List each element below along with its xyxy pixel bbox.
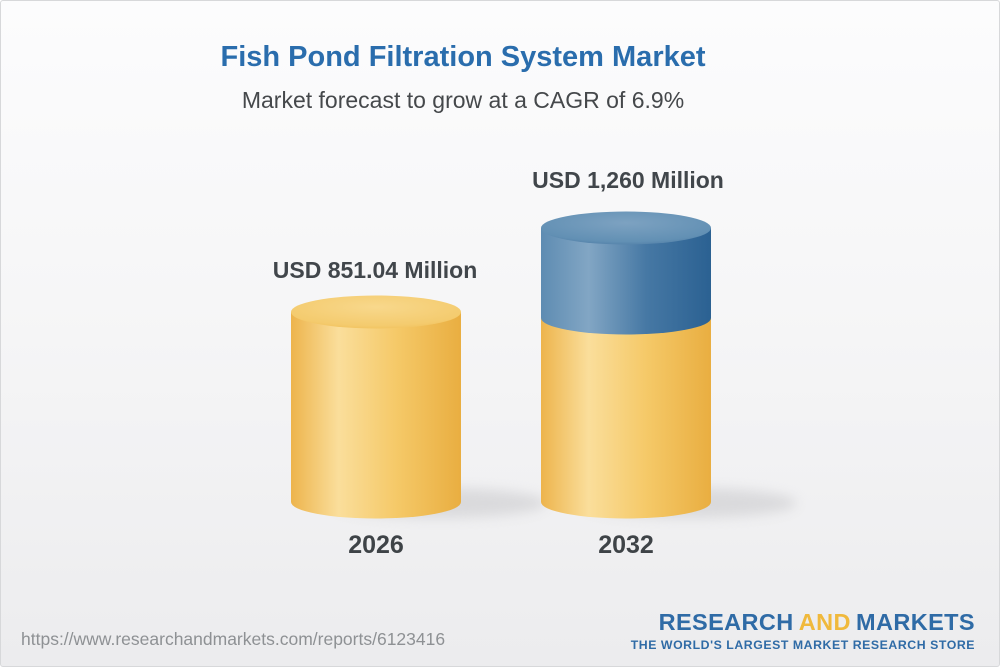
- bar-2032-value-label: USD 1,260 Million: [532, 167, 724, 193]
- bar-2026-cylinder: [291, 295, 461, 519]
- logo-word-markets: MARKETS: [856, 609, 975, 635]
- bar-2026-category-label: 2026: [348, 531, 404, 559]
- logo-tagline: THE WORLD'S LARGEST MARKET RESEARCH STOR…: [630, 638, 975, 652]
- report-url: https://www.researchandmarkets.com/repor…: [21, 629, 446, 649]
- page-subtitle: Market forecast to grow at a CAGR of 6.9…: [241, 87, 685, 113]
- research-and-markets-logo: RESEARCH AND MARKETS THE WORLD'S LARGEST…: [631, 609, 975, 652]
- logo-word-and: AND: [798, 609, 851, 635]
- logo-wordmark: RESEARCH AND MARKETS: [631, 609, 975, 636]
- bar-2032-growth-cylinder: [541, 211, 711, 335]
- bar-2026-value-label: USD 851.04 Million: [272, 257, 478, 283]
- logo-word-research: RESEARCH: [658, 609, 794, 635]
- page-title: Fish Pond Filtration System Market: [220, 41, 706, 73]
- bar-2032-category-label: 2032: [598, 531, 654, 559]
